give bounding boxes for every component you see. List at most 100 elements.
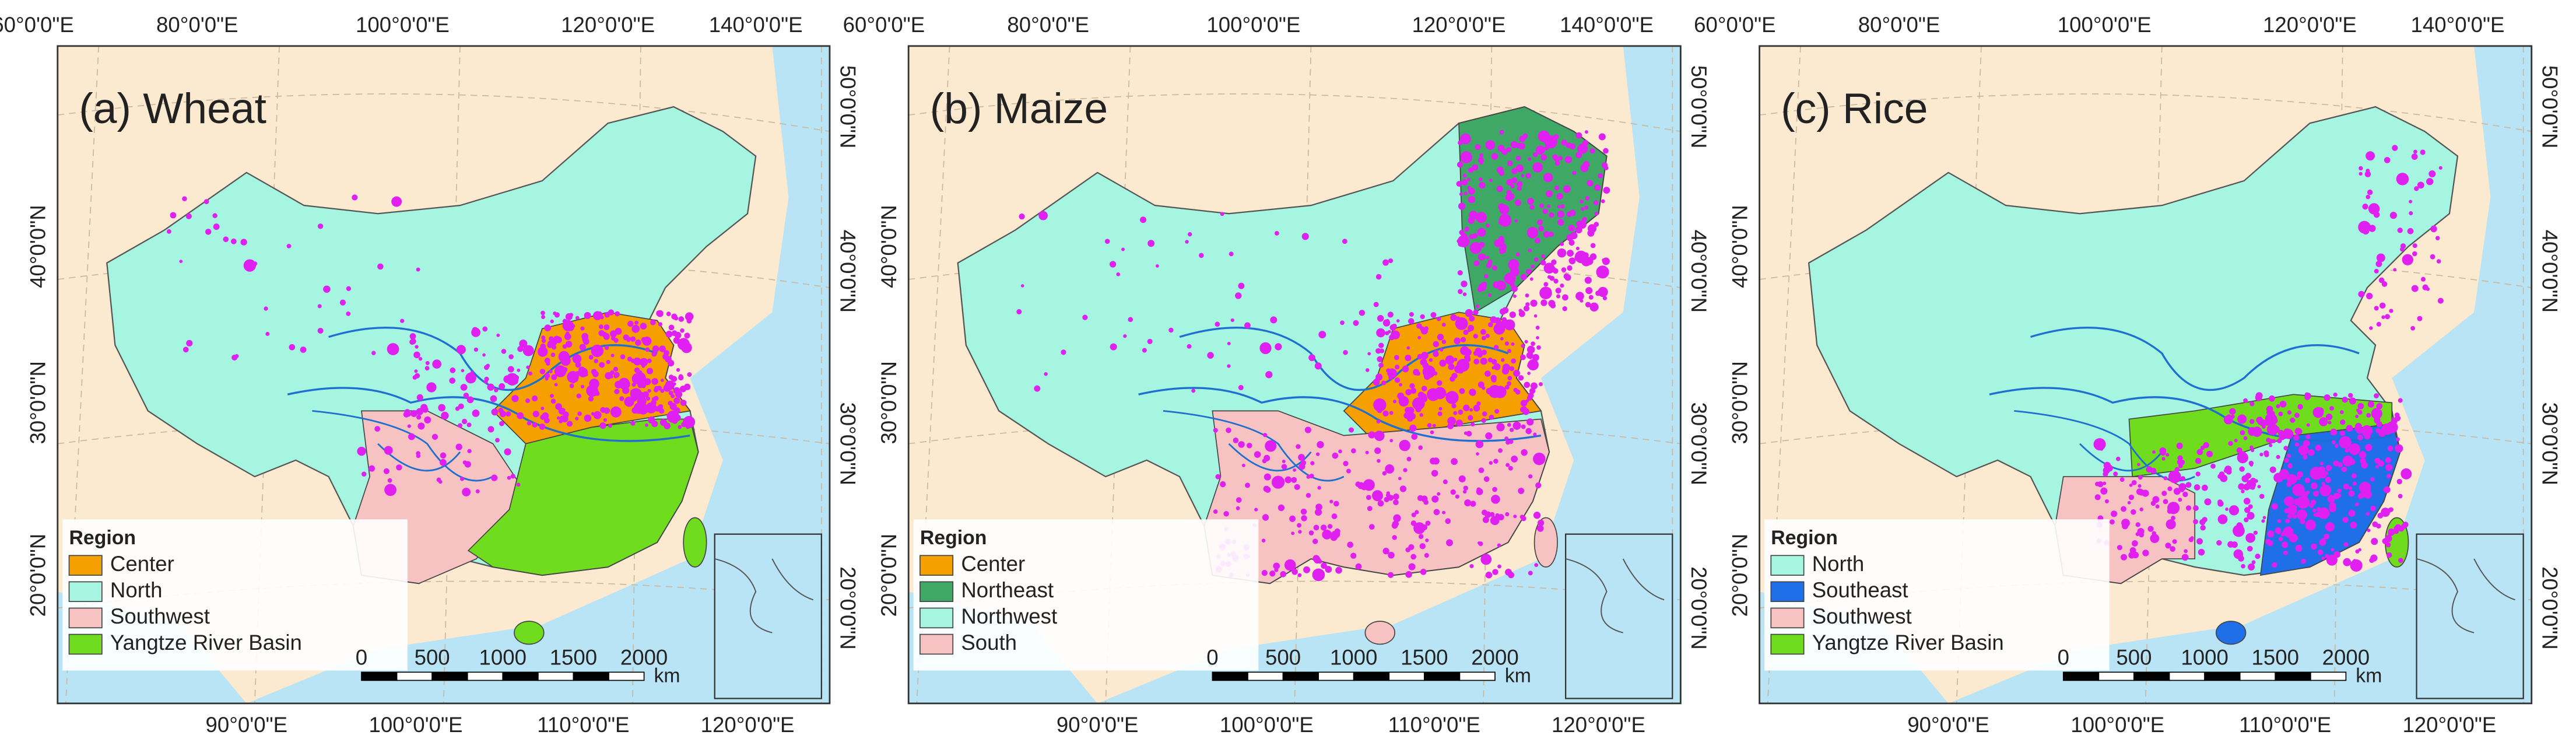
site-dot	[1434, 387, 1447, 400]
site-dot	[624, 396, 634, 407]
site-dot	[1282, 460, 1286, 463]
site-dot	[1533, 257, 1539, 262]
site-dot	[668, 383, 675, 390]
site-dot	[2359, 451, 2367, 459]
site-dot	[1477, 228, 1486, 237]
site-dot	[412, 375, 417, 380]
site-dot	[1471, 422, 1475, 427]
site-dot	[2173, 488, 2181, 495]
site-dot	[2228, 505, 2240, 516]
site-dot	[472, 410, 480, 417]
site-dot	[1476, 212, 1487, 223]
site-dot	[1437, 380, 1443, 386]
site-dot	[541, 310, 545, 316]
site-dot	[300, 346, 307, 353]
site-dot	[2128, 494, 2135, 501]
site-dot	[2412, 243, 2417, 249]
site-dot	[1543, 231, 1550, 238]
site-dot	[2195, 457, 2202, 464]
site-dot	[678, 374, 684, 381]
site-dot	[2365, 443, 2373, 452]
site-dot	[671, 330, 678, 337]
site-dot	[1477, 541, 1481, 545]
right-axis-label: 50°0'0"N	[836, 65, 859, 149]
site-dot	[1374, 447, 1381, 454]
site-dot	[2331, 548, 2335, 552]
site-dot	[1499, 130, 1504, 135]
site-dot	[2295, 544, 2303, 552]
site-dot	[1377, 459, 1381, 463]
site-dot	[2420, 276, 2426, 282]
site-dot	[1269, 570, 1276, 577]
site-dot	[1431, 495, 1439, 503]
site-dot	[678, 425, 682, 429]
site-dot	[2150, 534, 2160, 543]
site-dot	[2198, 548, 2205, 556]
site-dot	[1581, 207, 1585, 211]
site-dot	[2310, 499, 2317, 505]
site-dot	[2354, 425, 2361, 432]
site-dot	[406, 411, 412, 417]
site-dot	[659, 345, 666, 352]
site-dot	[420, 404, 428, 411]
site-dot	[550, 398, 556, 404]
site-dot	[1456, 181, 1462, 187]
site-dot	[554, 383, 558, 387]
site-dot	[685, 312, 694, 321]
site-dot	[664, 350, 669, 356]
site-dot	[1539, 203, 1544, 208]
site-dot	[1199, 253, 1204, 258]
site-dot	[1405, 388, 1412, 396]
hainan	[1364, 621, 1395, 645]
site-dot	[1496, 423, 1505, 432]
site-dot	[1289, 515, 1296, 522]
site-dot	[1502, 363, 1510, 372]
scale-segment	[1388, 671, 1425, 681]
site-dot	[1430, 430, 1434, 435]
site-dot	[1207, 352, 1214, 359]
site-dot	[1590, 243, 1596, 249]
site-dot	[1408, 544, 1415, 550]
site-dot	[243, 259, 257, 272]
site-dot	[1298, 530, 1302, 534]
site-dot	[2271, 503, 2278, 510]
site-dot	[2177, 455, 2183, 461]
site-dot	[1479, 242, 1485, 248]
site-dot	[1596, 265, 1609, 279]
site-dot	[1528, 570, 1533, 576]
site-dot	[1526, 198, 1534, 205]
site-dot	[603, 333, 610, 340]
site-dot	[414, 369, 418, 373]
site-dot	[1563, 185, 1571, 193]
site-dot	[2296, 509, 2308, 520]
site-dot	[460, 384, 468, 391]
site-dot	[1394, 365, 1400, 370]
site-dot	[387, 478, 392, 483]
right-axis-label: 30°0'0"N	[2538, 402, 2561, 485]
site-dot	[513, 379, 518, 384]
site-dot	[1424, 326, 1429, 331]
site-dot	[2100, 487, 2108, 495]
site-dot	[1460, 337, 1466, 342]
site-dot	[2343, 483, 2349, 490]
site-dot	[678, 316, 685, 322]
site-dot	[1353, 320, 1359, 326]
site-dot	[1490, 512, 1495, 517]
site-dot	[2262, 516, 2266, 520]
site-dot	[1213, 428, 1218, 433]
site-dot	[1515, 155, 1521, 161]
site-dot	[1510, 141, 1518, 149]
site-dot	[1443, 479, 1448, 485]
site-dot	[1329, 499, 1333, 504]
site-dot	[1507, 422, 1511, 427]
site-dot	[2324, 533, 2329, 540]
site-dot	[346, 312, 351, 316]
site-dot	[2253, 530, 2258, 536]
site-dot	[550, 352, 556, 357]
site-dot	[1409, 383, 1415, 389]
site-dot	[2395, 437, 2400, 442]
site-dot	[1533, 512, 1541, 519]
site-dot	[1498, 448, 1503, 453]
site-dot	[2312, 407, 2324, 418]
site-dot	[1510, 184, 1515, 188]
